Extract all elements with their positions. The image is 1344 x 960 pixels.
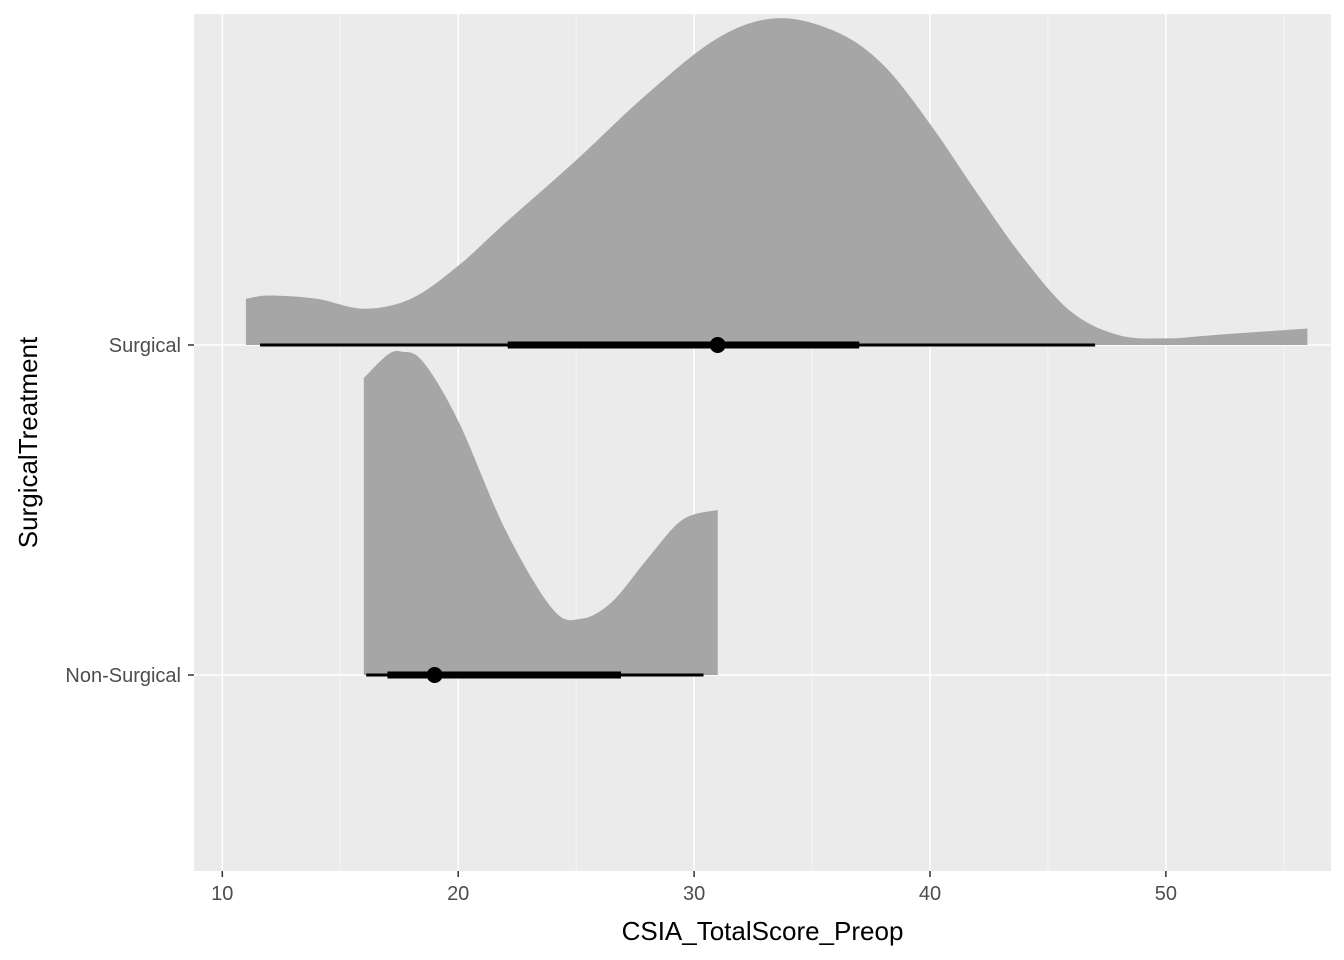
x-tick-label: 50 (1155, 883, 1177, 905)
x-tick-label: 10 (211, 883, 233, 905)
x-tick-label: 20 (447, 883, 469, 905)
x-tick-label: 30 (683, 883, 705, 905)
density-non-surgical (363, 350, 718, 675)
y-axis-ticks: Surgical Non-Surgical (65, 335, 194, 687)
y-tick-label: Surgical (109, 335, 181, 357)
density-layer (245, 18, 1308, 675)
density-surgical (245, 18, 1308, 345)
x-tick-label: 40 (919, 883, 941, 905)
y-axis-title: SurgicalTreatment (13, 336, 43, 548)
interval-layer (260, 337, 1096, 683)
x-axis-ticks: 10 20 30 40 50 (211, 871, 1177, 905)
y-tick-label: Non-Surgical (65, 665, 181, 687)
x-axis-title: CSIA_TotalScore_Preop (622, 916, 904, 946)
point-estimate (426, 667, 443, 683)
point-estimate (709, 337, 726, 353)
